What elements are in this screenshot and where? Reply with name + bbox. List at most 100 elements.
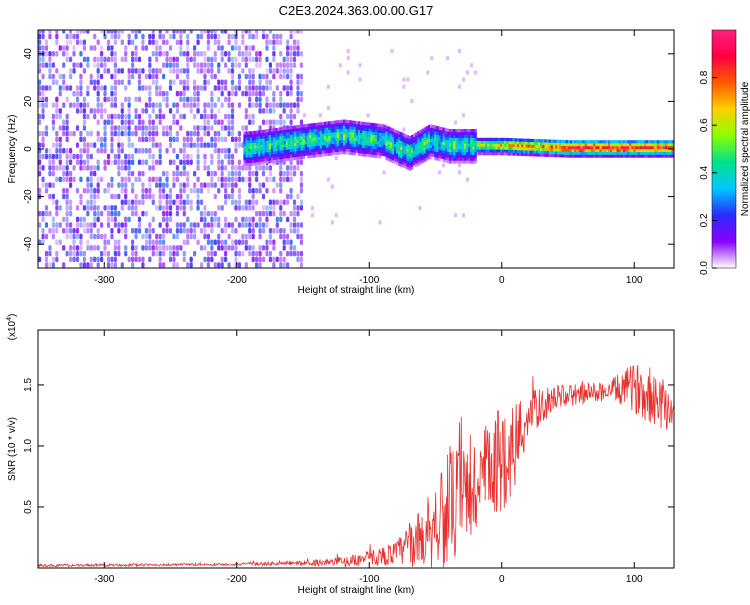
signal-cell: [270, 145, 274, 149]
noise-cell: [251, 193, 255, 200]
signal-cell: [597, 145, 600, 150]
signal-cell: [366, 150, 369, 155]
signal-cell: [574, 148, 577, 152]
noise-cell: [134, 250, 138, 257]
noise-cell: [65, 85, 69, 91]
noise-cell: [234, 56, 238, 63]
signal-cell: [444, 153, 448, 157]
noise-cell: [241, 90, 245, 97]
signal-cell: [648, 140, 651, 144]
noise-cell: [162, 188, 166, 194]
signal-cell: [292, 131, 295, 135]
noise-cell: [265, 33, 269, 40]
noise-cell: [272, 96, 276, 103]
noise-cell: [255, 188, 259, 194]
noise-cell: [289, 33, 293, 40]
noise-cell: [268, 79, 273, 86]
noise-cell: [151, 125, 155, 131]
signal-cell: [290, 145, 293, 150]
signal-cell: [294, 139, 297, 143]
signal-cell: [345, 128, 348, 132]
signal-cell: [514, 152, 518, 156]
signal-cell: [374, 126, 378, 130]
signal-cell: [468, 151, 471, 156]
signal-cell: [260, 129, 263, 134]
signal-cell: [472, 146, 475, 150]
signal-cell: [436, 134, 439, 138]
signal-cell: [608, 154, 611, 158]
signal-cell: [429, 124, 433, 128]
noise-cell: [148, 176, 152, 183]
noise-cell: [55, 250, 59, 257]
colorbar-gradient: [711, 29, 737, 269]
signal-cell: [429, 153, 433, 157]
noise-cell: [131, 170, 135, 177]
noise-cell: [172, 30, 176, 34]
noise-cell: [38, 142, 42, 148]
signal-cell: [376, 143, 380, 147]
signal-cell: [417, 142, 420, 146]
noise-cell: [113, 193, 117, 200]
signal-cell: [383, 124, 386, 128]
signal-cell: [283, 126, 287, 131]
noise-cell: [189, 142, 193, 148]
noise-cell: [255, 62, 259, 68]
signal-cell: [408, 138, 412, 143]
signal-cell: [622, 143, 626, 147]
signal-cell: [302, 129, 306, 134]
noise-cell: [279, 90, 283, 97]
signal-cell: [529, 138, 532, 143]
signal-cell: [306, 143, 310, 147]
noise-cell: [244, 62, 248, 68]
noise-cell: [237, 205, 242, 211]
signal-cell: [529, 147, 532, 151]
signal-cell: [603, 154, 607, 158]
noise-cell: [165, 176, 169, 183]
noise-cell: [72, 130, 76, 137]
signal-cell: [629, 143, 632, 147]
y-tick-label: 20: [23, 95, 34, 107]
noise-cell: [65, 119, 69, 125]
noise-cell: [65, 188, 69, 194]
noise-cell: [144, 130, 148, 137]
noise-cell: [127, 108, 131, 114]
noise-cell: [158, 182, 162, 188]
signal-cell: [345, 122, 348, 126]
noise-cell: [62, 228, 66, 234]
signal-cell: [480, 143, 484, 147]
noise-cell: [296, 96, 300, 103]
signal-cell: [389, 158, 393, 163]
noise-cell: [206, 45, 211, 51]
noise-cell: [55, 102, 59, 108]
noise-cell: [79, 193, 83, 200]
signal-cell: [273, 148, 276, 152]
signal-cell: [442, 156, 446, 160]
signal-cell: [279, 147, 282, 151]
signal-cell: [306, 146, 310, 150]
signal-cell: [364, 144, 367, 149]
noise-cell: [230, 222, 235, 228]
noise-cell: [248, 85, 252, 91]
noise-cell: [203, 50, 207, 57]
signal-cell: [304, 138, 308, 142]
signal-cell: [359, 141, 363, 145]
signal-cell: [279, 153, 282, 157]
signal-cell: [461, 129, 465, 133]
noise-cell: [193, 170, 197, 177]
noise-cell: [69, 199, 73, 205]
noise-cell: [258, 222, 262, 228]
signal-cell: [476, 143, 479, 147]
signal-cell: [425, 129, 429, 133]
signal-cell: [296, 139, 299, 143]
noise-cell: [186, 33, 190, 40]
signal-cell: [334, 131, 337, 136]
signal-cell: [629, 145, 632, 150]
noise-cell: [141, 148, 145, 154]
signal-cell: [379, 126, 382, 130]
noise-cell: [244, 216, 248, 223]
signal-cell: [379, 149, 382, 153]
signal-cell: [311, 154, 314, 158]
signal-cell: [330, 138, 333, 142]
noise-cell: [213, 182, 217, 188]
noise-cell: [279, 96, 283, 103]
